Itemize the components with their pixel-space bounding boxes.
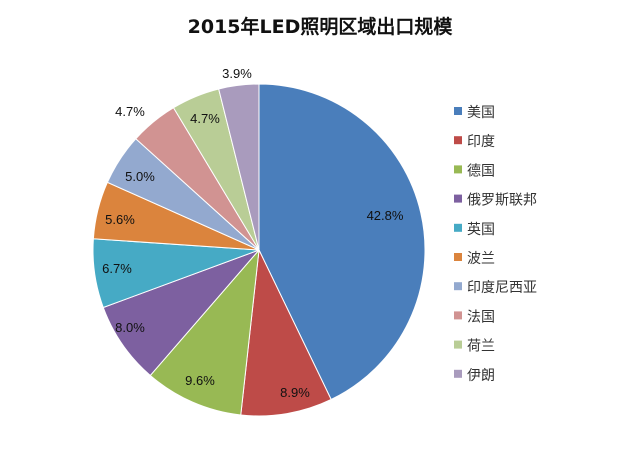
legend-label: 美国 [467, 105, 495, 121]
legend-swatch [454, 136, 462, 145]
legend-label: 法国 [467, 309, 495, 325]
data-label: 8.0% [115, 320, 145, 335]
data-label: 6.7% [102, 261, 132, 276]
legend-swatch [454, 340, 462, 349]
legend-swatch [454, 194, 462, 203]
legend-item: 德国 [454, 163, 495, 179]
data-label: 4.7% [190, 111, 220, 126]
legend-label: 荷兰 [467, 339, 495, 355]
legend-label: 印度 [467, 134, 495, 150]
legend-label: 俄罗斯联邦 [467, 193, 537, 209]
legend-item: 波兰 [454, 251, 495, 267]
chart-title: 2015年LED照明区域出口规模 [187, 16, 453, 38]
legend-item: 美国 [454, 105, 495, 121]
data-label: 4.7% [115, 104, 145, 119]
pie-slice-1 [258, 83, 426, 401]
pie-slice-10 [218, 83, 260, 251]
pie-slice-3 [149, 248, 260, 416]
legend-swatch [454, 282, 462, 291]
legend-item: 印度 [454, 134, 495, 150]
legend-label: 波兰 [467, 251, 495, 267]
legend-swatch [454, 253, 462, 261]
data-label: 8.9% [280, 385, 310, 400]
legend-item: 荷兰 [454, 339, 495, 355]
legend-label: 英国 [467, 221, 495, 238]
data-label: 42.8% [367, 208, 404, 223]
legend-swatch [454, 223, 462, 232]
pie-slice-2 [240, 248, 332, 417]
legend-item: 印度尼西亚 [454, 280, 537, 296]
legend-swatch [454, 311, 462, 320]
legend-swatch [454, 107, 462, 115]
legend-label: 伊朗 [467, 368, 495, 384]
legend-item: 俄罗斯联邦 [454, 193, 537, 209]
legend-item: 法国 [454, 309, 495, 325]
legend-swatch [454, 369, 462, 378]
legend-item: 伊朗 [454, 368, 495, 384]
legend-item: 英国 [454, 221, 495, 238]
legend-swatch [454, 165, 462, 174]
legend-label: 印度尼西亚 [467, 280, 537, 296]
data-label: 5.0% [125, 169, 155, 184]
data-label: 5.6% [105, 212, 135, 227]
data-label: 3.9% [222, 66, 252, 81]
data-label: 9.6% [185, 373, 215, 388]
legend-label: 德国 [467, 163, 495, 179]
